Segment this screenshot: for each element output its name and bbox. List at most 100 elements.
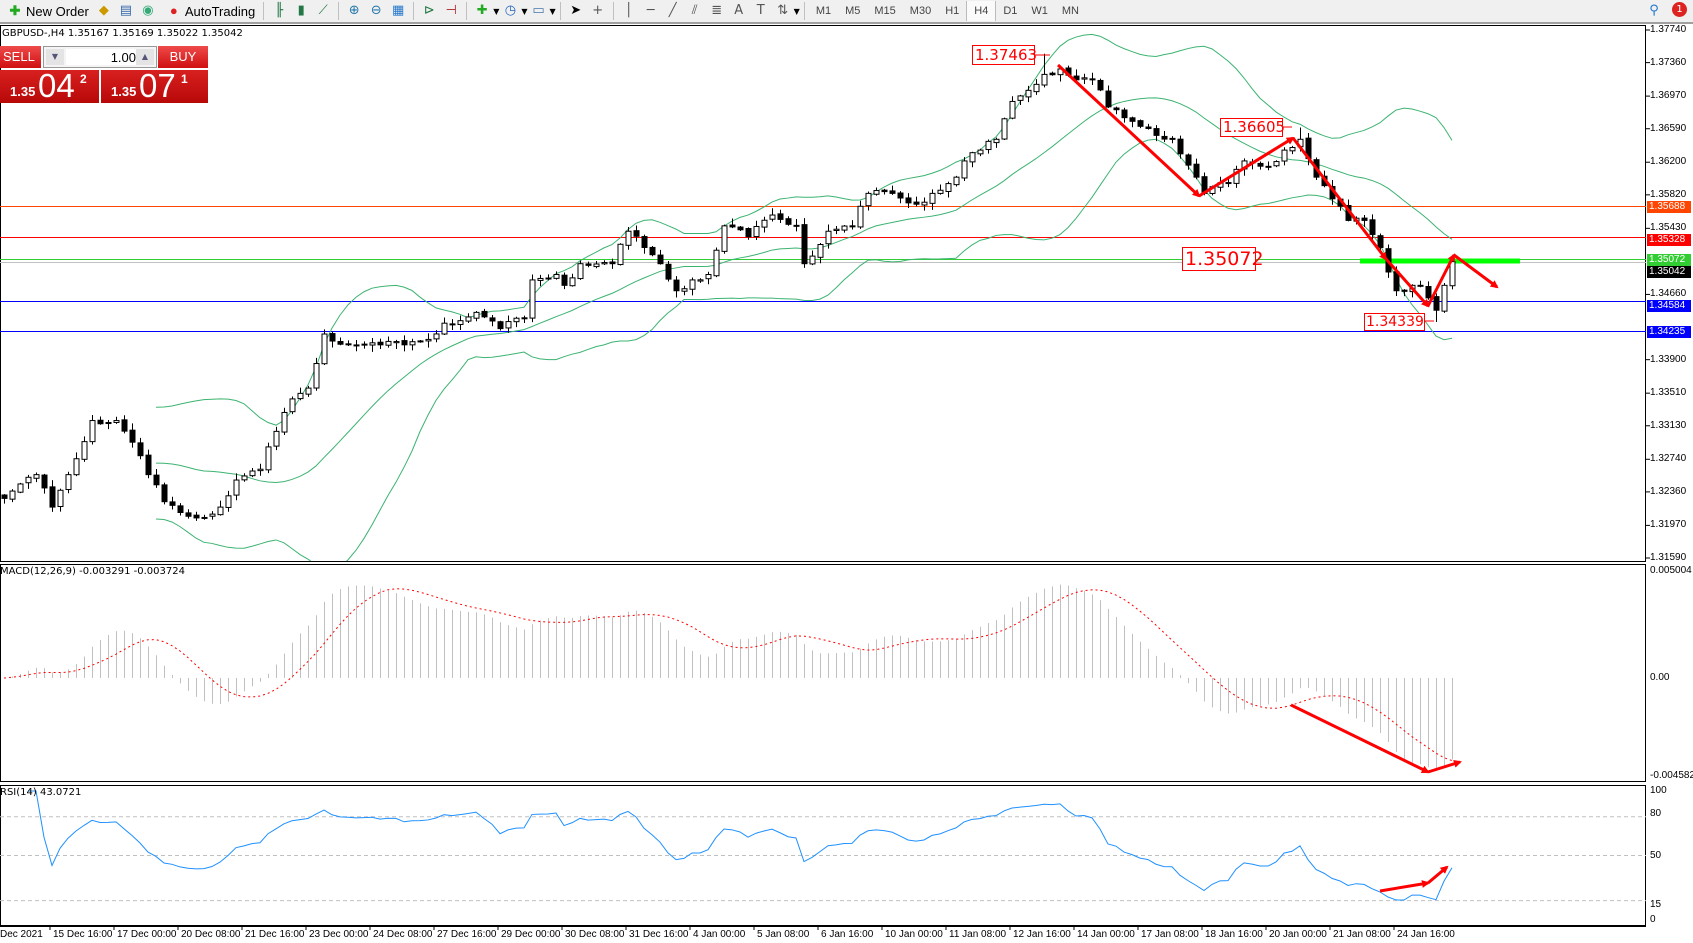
trendline-icon[interactable]: ╱ [668,3,677,18]
candle[interactable] [753,220,760,241]
candle[interactable] [713,247,720,278]
candle[interactable] [585,261,592,268]
annotation-high-1[interactable]: 1.37463 [972,45,1037,65]
chevron-down-icon[interactable]: ▼ [493,6,500,16]
candle[interactable] [1025,85,1032,103]
candle[interactable] [953,175,960,187]
periods-icon[interactable]: ◷ [504,3,517,18]
candle[interactable] [1385,244,1392,278]
candle[interactable] [385,336,392,348]
chart-shift-icon[interactable]: ⊳ [423,3,435,18]
candle[interactable] [705,271,712,285]
candle[interactable] [409,338,416,351]
candle[interactable] [49,480,56,512]
candle[interactable] [417,340,424,343]
lot-decrease-button[interactable]: ▼ [46,49,64,65]
candle[interactable] [609,258,616,269]
candle[interactable] [1273,160,1280,168]
templates-icon[interactable]: ▭ [532,3,545,18]
candle[interactable] [993,137,1000,148]
candle[interactable] [1321,170,1328,188]
candle[interactable] [505,315,512,333]
candle[interactable] [305,385,312,397]
candle[interactable] [537,274,544,287]
candle[interactable] [489,315,496,327]
candle[interactable] [1113,106,1120,115]
candle[interactable] [201,514,208,520]
candle[interactable] [1361,215,1368,227]
candle[interactable] [673,276,680,298]
candle[interactable] [561,272,568,290]
candle[interactable] [801,218,808,268]
timeframe-m1[interactable]: M1 [815,5,832,17]
sell-button[interactable]: SELL [0,46,41,68]
candle[interactable] [1121,107,1128,123]
candle[interactable] [25,474,32,489]
candle[interactable] [73,452,80,477]
price-trend-arrow[interactable] [1453,253,1499,289]
annotation-low[interactable]: 1.34339 [1364,313,1425,331]
candle[interactable] [1209,185,1216,196]
candle[interactable] [281,407,288,436]
candle[interactable] [665,261,672,282]
candle[interactable] [1281,147,1288,166]
candle[interactable] [105,419,112,430]
candle[interactable] [1217,176,1224,192]
sell-price[interactable]: 1.35 04 2 [0,67,99,104]
candle[interactable] [969,151,976,168]
timeframe-d1[interactable]: D1 [1003,5,1018,17]
candle[interactable] [313,357,320,391]
timeframe-h1[interactable]: H1 [945,5,960,17]
candle[interactable] [513,316,520,328]
candle[interactable] [641,234,648,254]
candle[interactable] [377,338,384,349]
candle[interactable] [1433,293,1440,322]
candle[interactable] [177,503,184,516]
new-order-button[interactable]: ✚ New Order [0,1,93,21]
chevron-down-icon[interactable]: ▼ [793,6,800,16]
autotrading-button[interactable]: ● AutoTrading [159,1,259,21]
candle[interactable] [633,225,640,242]
candle[interactable] [249,467,256,478]
timeframe-mn[interactable]: MN [1061,5,1079,17]
candle[interactable] [697,278,704,283]
candle[interactable] [145,449,152,479]
fibonacci-icon[interactable]: ≣ [711,3,723,18]
candle[interactable] [841,225,848,233]
candle[interactable] [393,339,400,349]
candle[interactable] [265,442,272,474]
candle[interactable] [601,260,608,265]
navigator-icon[interactable]: ▤ [119,3,132,18]
macd-divergence-arrow[interactable] [1290,703,1430,774]
candle[interactable] [329,331,336,348]
metaeditor-icon[interactable]: ◆ [98,3,109,18]
candle[interactable] [833,225,840,235]
candle[interactable] [593,261,600,269]
signals-icon[interactable]: ◉ [142,3,154,18]
candle[interactable] [345,340,352,346]
candle[interactable] [1017,94,1024,105]
candle[interactable] [873,187,880,196]
candle[interactable] [1145,123,1152,130]
candle[interactable] [289,396,296,415]
candle[interactable] [929,189,936,210]
candle[interactable] [17,482,24,494]
candle[interactable] [1425,281,1432,300]
candle[interactable] [1089,72,1096,85]
candle[interactable] [65,471,72,494]
candle[interactable] [545,274,552,281]
candle[interactable] [153,469,160,488]
candle[interactable] [1449,260,1456,290]
indicators-icon[interactable]: ✚ [476,3,488,18]
candle[interactable] [1241,158,1248,176]
candle[interactable] [913,196,920,207]
candle[interactable] [625,226,632,250]
text-label-icon[interactable]: T [756,3,765,18]
candle[interactable] [937,184,944,195]
candle[interactable] [369,338,376,352]
candle[interactable] [9,489,16,503]
candle[interactable] [817,243,824,264]
candle[interactable] [425,333,432,348]
candle[interactable] [1001,117,1008,141]
candle[interactable] [273,426,280,451]
